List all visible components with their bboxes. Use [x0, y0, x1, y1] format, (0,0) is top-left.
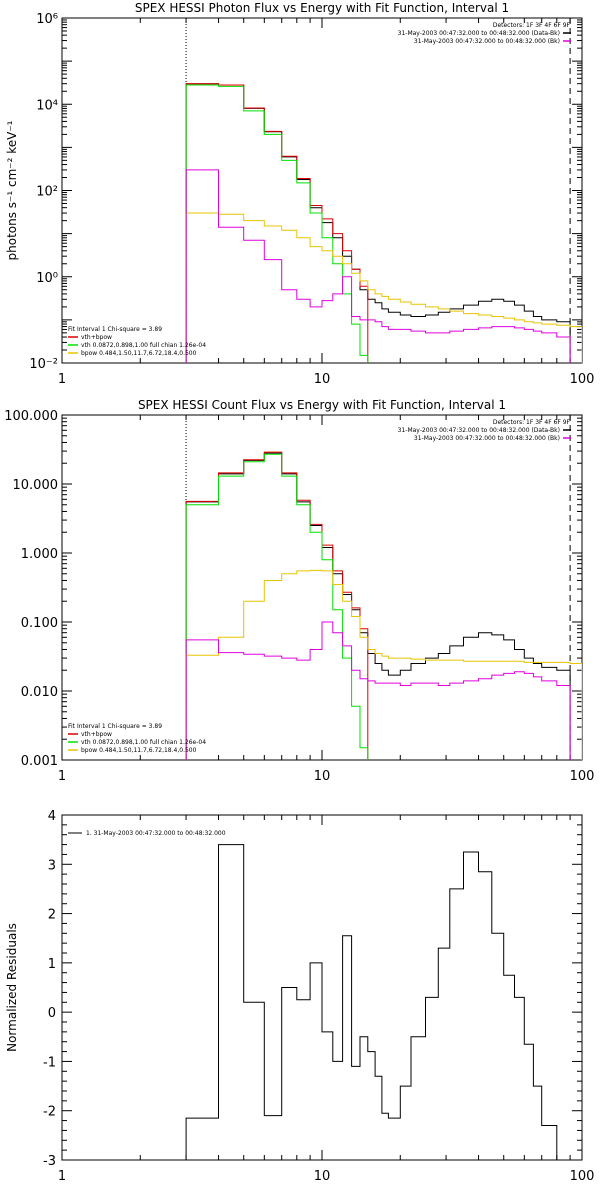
- plot-frame: [61, 414, 583, 761]
- legend-entry-text: 31-May-2003 00:47:32.000 to 00:48:32.000…: [414, 435, 560, 442]
- y-tick-label: 0.001: [21, 754, 58, 769]
- legend-fit-header: Fit Interval 1 Chi-square = 3.89: [68, 326, 162, 333]
- legend-detectors: Detectors: 1F 3F 4F 6F 9F: [493, 22, 571, 29]
- series-group: [185, 844, 571, 1160]
- y-tick-label: 10²: [36, 185, 58, 200]
- x-tick-label: 100: [570, 769, 595, 784]
- series-line-vth-bpow: [185, 83, 369, 363]
- legend-fit-header: Fit Interval 1 Chi-square = 3.89: [68, 723, 162, 730]
- y-tick-label: 2: [48, 908, 56, 923]
- legend-entry-text: bpow 0.484,1.50,11.7,6.72,18.4,0.500: [81, 747, 197, 754]
- x-tick-label: 1: [58, 1169, 66, 1184]
- series-line-vth-bpow: [185, 451, 369, 760]
- chart-panel-1: SPEX HESSI Photon Flux vs Energy with Fi…: [5, 1, 594, 387]
- legend-entry-text: vth+bpow: [81, 731, 112, 738]
- series-line-bk: [185, 169, 571, 363]
- series-group: [185, 451, 582, 760]
- y-tick-label: -1: [43, 1055, 56, 1070]
- y-tick-label: 3: [48, 858, 56, 873]
- y-axis-label: Normalized Residuals: [5, 923, 19, 1052]
- legend-entry-text: 1. 31-May-2003 00:47:32.000 to 00:48:32.…: [86, 830, 226, 837]
- x-tick-label: 10: [314, 1169, 331, 1184]
- x-tick-label: 1: [58, 769, 66, 784]
- plot-frame: [61, 17, 583, 364]
- y-tick-label: 10.000: [13, 478, 59, 493]
- x-tick-label: 1: [58, 372, 66, 387]
- chart-title: SPEX HESSI Count Flux vs Energy with Fit…: [138, 398, 506, 412]
- x-tick-label: 10: [314, 769, 331, 784]
- legend-entry-text: vth+bpow: [81, 334, 112, 341]
- y-tick-label: 0.010: [21, 685, 58, 700]
- x-tick-label: 10: [314, 372, 331, 387]
- legend-entry-text: vth 0.0872,0.898,1.00 full chian 1.26e-0…: [81, 342, 206, 349]
- legend-entry-text: 31-May-2003 00:47:32.000 to 00:48:32.000…: [414, 38, 560, 45]
- chart-panel-3: 1 10 100 -3 -2 -1 0 1 2 3 4 Normalized Residuals 1. …: [5, 809, 594, 1184]
- y-tick-label: -2: [43, 1105, 56, 1120]
- legend-entry-text: 31-May-2003 00:47:32.000 to 00:48:32.000…: [398, 30, 560, 37]
- legend-entry-text: vth 0.0872,0.898,1.00 full chian 1.26e-0…: [81, 739, 206, 746]
- series-line-bk: [185, 621, 571, 760]
- y-tick-label: 0.100: [21, 616, 58, 631]
- y-tick-label: 4: [48, 809, 56, 824]
- series-line-vth: [185, 84, 369, 363]
- y-tick-label: 100.000: [4, 409, 58, 424]
- y-tick-label: 10⁶: [36, 12, 58, 27]
- series-group: [185, 83, 582, 363]
- series-line-vth: [185, 453, 369, 760]
- y-tick-label: 10⁰: [36, 271, 58, 286]
- x-tick-label: 100: [570, 372, 595, 387]
- series-line-data-bk: [185, 83, 571, 363]
- series-line-residuals: [185, 844, 571, 1160]
- legend-detectors: Detectors: 1F 3F 4F 6F 9F: [493, 419, 571, 426]
- y-tick-label: 10⁴: [36, 98, 58, 113]
- y-tick-label: -3: [43, 1154, 56, 1169]
- y-tick-label: 1.000: [21, 547, 58, 562]
- y-tick-label: 10⁻²: [29, 357, 58, 372]
- y-axis-label: photons s⁻¹ cm⁻² keV⁻¹: [5, 120, 19, 260]
- x-tick-label: 100: [570, 1169, 595, 1184]
- y-tick-label: 1: [48, 957, 56, 972]
- legend-entry-text: bpow 0.484,1.50,11.7,6.72,18.4,0.500: [81, 350, 197, 357]
- legend-entry-text: 31-May-2003 00:47:32.000 to 00:48:32.000…: [398, 427, 560, 434]
- series-line-bpow: [185, 212, 582, 363]
- chart-title: SPEX HESSI Photon Flux vs Energy with Fi…: [135, 1, 509, 15]
- y-tick-label: 0: [48, 1006, 56, 1021]
- series-line-bpow: [185, 569, 582, 760]
- chart-panel-2: SPEX HESSI Count Flux vs Energy with Fit…: [4, 398, 594, 784]
